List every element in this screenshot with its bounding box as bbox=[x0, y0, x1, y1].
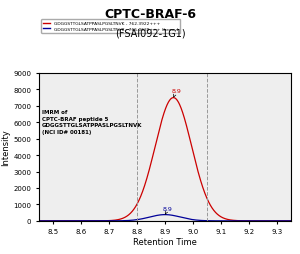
Text: 8.9: 8.9 bbox=[163, 207, 173, 214]
Y-axis label: Intensity: Intensity bbox=[2, 129, 10, 166]
X-axis label: Retention Time: Retention Time bbox=[133, 237, 197, 246]
Text: (FSAI092-1G1): (FSAI092-1G1) bbox=[115, 28, 185, 38]
Text: 8.9: 8.9 bbox=[171, 89, 181, 98]
Legend: GDGGSTTGLSATPPASLPGSLTNVK - 762.3922+++, GDGGSTTGLSATPPASLPGSLTNVK - 765.0639+++: GDGGSTTGLSATPPASLPGSLTNVK - 762.3922+++,… bbox=[41, 20, 180, 34]
Text: CPTC-BRAF-6: CPTC-BRAF-6 bbox=[104, 8, 196, 21]
Text: IMRM of
CPTC-BRAF peptide 5
GDGGSTTGLSATPPASLPGSLTNVK
(NCI ID# 00181): IMRM of CPTC-BRAF peptide 5 GDGGSTTGLSAT… bbox=[42, 110, 142, 134]
